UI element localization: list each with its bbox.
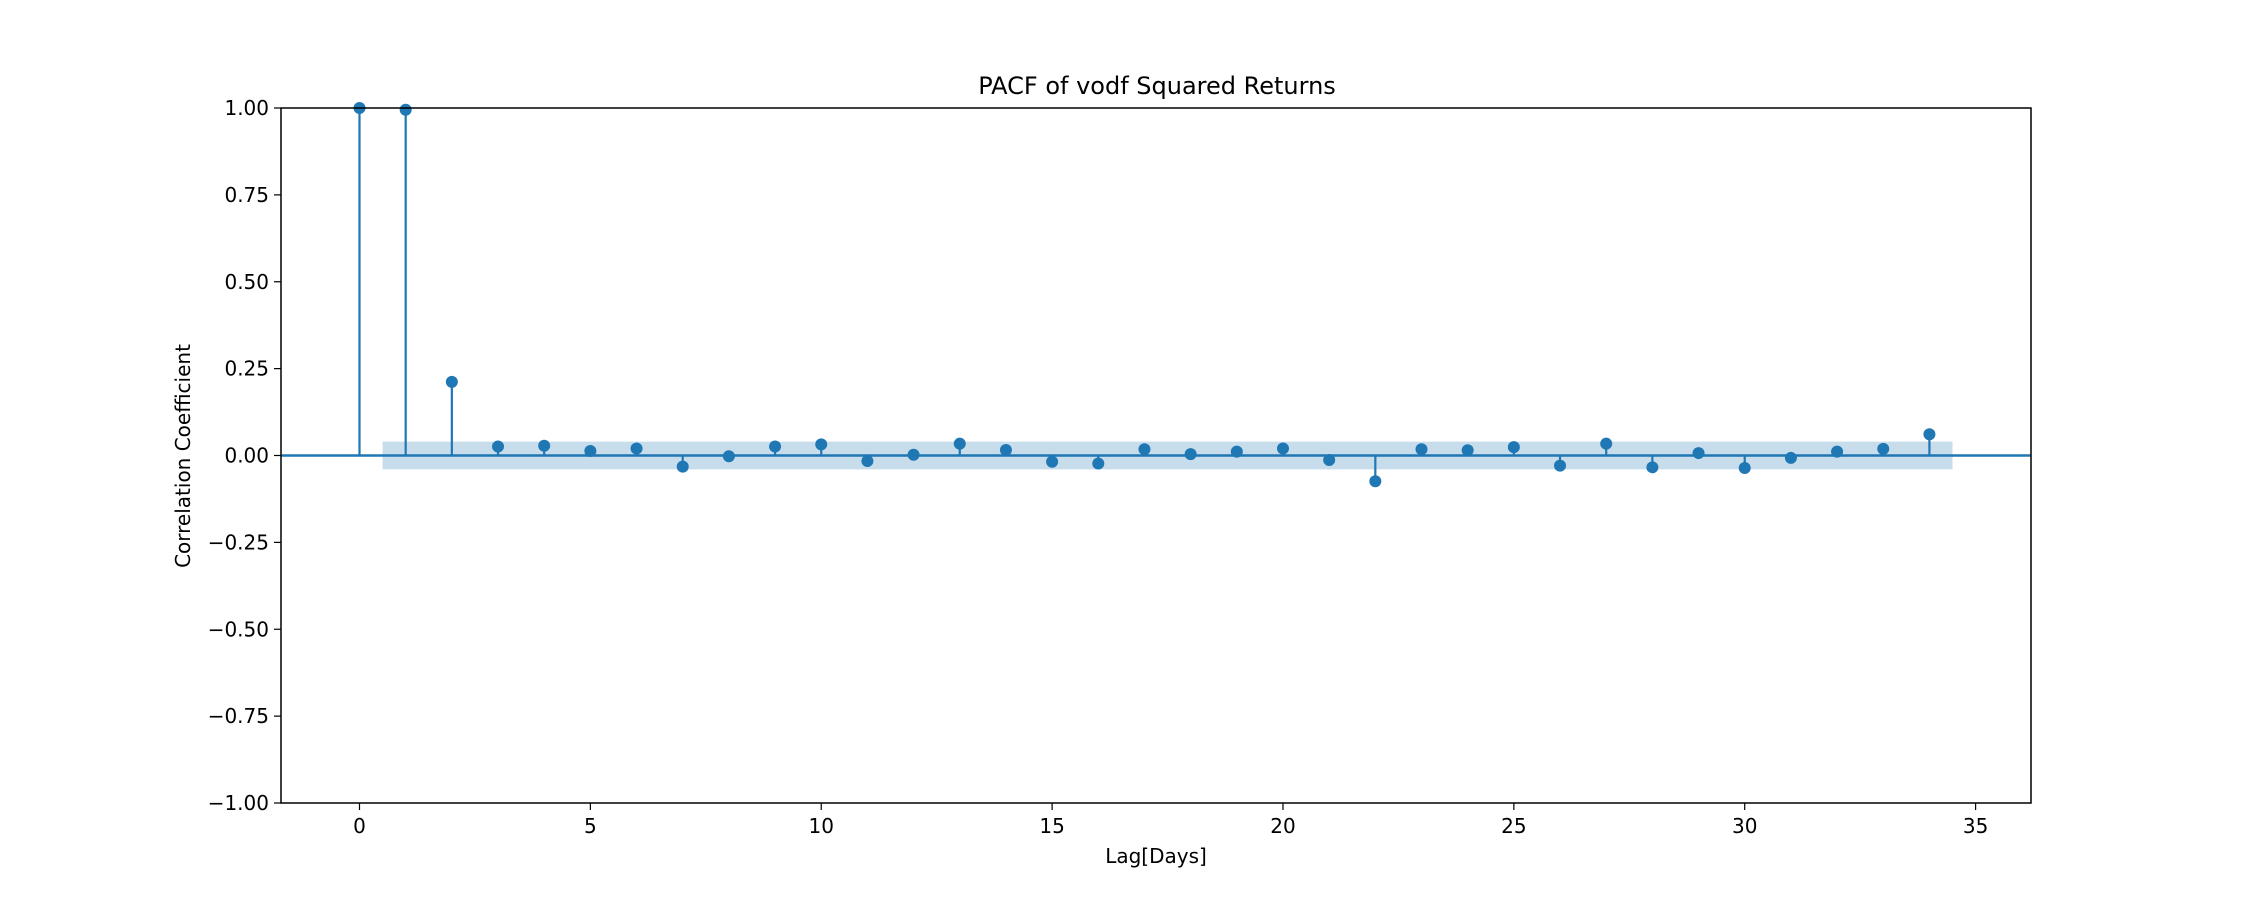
- stem-lag-24: [1461, 444, 1474, 457]
- x-tick-label: 35: [1963, 814, 1988, 838]
- stem-lag-29: [1692, 447, 1705, 460]
- stem-lag-4: [538, 439, 551, 456]
- stem-lag-26: [1554, 455, 1567, 472]
- x-tick-label: 5: [584, 814, 597, 838]
- stem-marker: [1230, 445, 1243, 458]
- stem-marker: [399, 103, 412, 116]
- y-tick-label: 0.25: [224, 357, 269, 381]
- stem-marker: [445, 375, 458, 388]
- stem-marker: [1461, 444, 1474, 457]
- y-tick-label: −1.00: [208, 791, 269, 815]
- stem-marker: [1369, 475, 1382, 488]
- stem-lag-30: [1738, 455, 1751, 475]
- x-axis-ticks: 0 5 10 15 20 25 30 35: [353, 803, 1988, 838]
- stem-marker: [1923, 428, 1936, 441]
- y-tick-label: 0.75: [224, 183, 269, 207]
- stem-marker: [1600, 437, 1613, 450]
- stem-marker: [584, 444, 597, 457]
- stem-lag-8: [722, 450, 735, 463]
- x-tick-label: 30: [1732, 814, 1757, 838]
- stem-marker: [1507, 441, 1520, 454]
- stem-lag-3: [492, 440, 505, 456]
- stems-layer: [353, 102, 1936, 488]
- stem-marker: [1738, 462, 1751, 475]
- stem-lag-9: [769, 440, 782, 456]
- stem-marker: [1831, 445, 1844, 458]
- stem-marker: [815, 438, 828, 451]
- stem-lag-10: [815, 438, 828, 456]
- stem-lag-16: [1092, 455, 1105, 470]
- stem-marker: [630, 442, 643, 455]
- stem-lag-19: [1230, 445, 1243, 458]
- stem-marker: [1092, 457, 1105, 470]
- stem-lag-31: [1784, 451, 1797, 464]
- stem-lag-33: [1877, 442, 1890, 456]
- stem-lag-17: [1138, 443, 1151, 456]
- stem-lag-7: [676, 455, 689, 473]
- stem-lag-18: [1184, 448, 1197, 461]
- x-tick-label: 25: [1501, 814, 1526, 838]
- stem-marker: [722, 450, 735, 463]
- stem-lag-32: [1831, 445, 1844, 458]
- x-axis-title: Lag[Days]: [1105, 844, 1207, 868]
- stem-marker: [1692, 447, 1705, 460]
- stem-lag-25: [1507, 441, 1520, 456]
- y-tick-label: −0.50: [208, 617, 269, 641]
- stem-marker: [1046, 455, 1059, 468]
- stem-lag-21: [1323, 454, 1336, 467]
- y-tick-label: 0.50: [224, 270, 269, 294]
- stem-marker: [953, 437, 966, 450]
- stem-marker: [907, 448, 920, 461]
- stem-marker: [1323, 454, 1336, 467]
- stem-marker: [538, 439, 551, 452]
- stem-marker: [1184, 448, 1197, 461]
- x-tick-label: 0: [353, 814, 366, 838]
- stem-lag-2: [445, 375, 458, 456]
- stem-lag-14: [999, 443, 1012, 456]
- stem-lag-11: [861, 455, 874, 468]
- stem-lag-0: [353, 102, 366, 456]
- stem-lag-34: [1923, 428, 1936, 456]
- y-axis-title: Correlation Coefficient: [171, 344, 195, 568]
- stem-lag-28: [1646, 455, 1659, 474]
- stem-lag-13: [953, 437, 966, 456]
- x-tick-label: 10: [809, 814, 834, 838]
- stem-marker: [861, 455, 874, 468]
- stem-marker: [999, 443, 1012, 456]
- stem-marker: [769, 440, 782, 453]
- stem-lag-22: [1369, 455, 1382, 488]
- y-axis-ticks: 1.00 0.75 0.50 0.25 0.00 −0.25 −0.50 −0.75 −1.00: [208, 96, 281, 815]
- chart-title: PACF of vodf Squared Returns: [978, 72, 1336, 100]
- stem-marker: [1877, 442, 1890, 455]
- stem-marker: [1784, 451, 1797, 464]
- y-tick-label: −0.75: [208, 704, 269, 728]
- stem-lag-5: [584, 444, 597, 457]
- stem-marker: [676, 460, 689, 473]
- stem-marker: [1554, 459, 1567, 472]
- stem-lag-6: [630, 442, 643, 456]
- stem-lag-20: [1276, 442, 1289, 456]
- stem-lag-27: [1600, 437, 1613, 456]
- stem-lag-12: [907, 448, 920, 461]
- stem-marker: [1415, 443, 1428, 456]
- stem-marker: [492, 440, 505, 453]
- stem-lag-23: [1415, 443, 1428, 456]
- x-tick-label: 20: [1270, 814, 1295, 838]
- y-tick-label: −0.25: [208, 530, 269, 554]
- stem-marker: [1646, 461, 1659, 474]
- x-tick-label: 15: [1039, 814, 1064, 838]
- y-tick-label: 0.00: [224, 444, 269, 468]
- stem-marker: [1276, 442, 1289, 455]
- y-tick-label: 1.00: [224, 96, 269, 120]
- stem-marker: [1138, 443, 1151, 456]
- stem-lag-15: [1046, 455, 1059, 468]
- stem-lag-1: [399, 103, 412, 456]
